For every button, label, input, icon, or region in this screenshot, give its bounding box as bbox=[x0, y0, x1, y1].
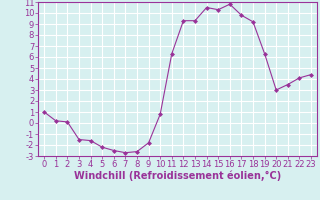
X-axis label: Windchill (Refroidissement éolien,°C): Windchill (Refroidissement éolien,°C) bbox=[74, 171, 281, 181]
